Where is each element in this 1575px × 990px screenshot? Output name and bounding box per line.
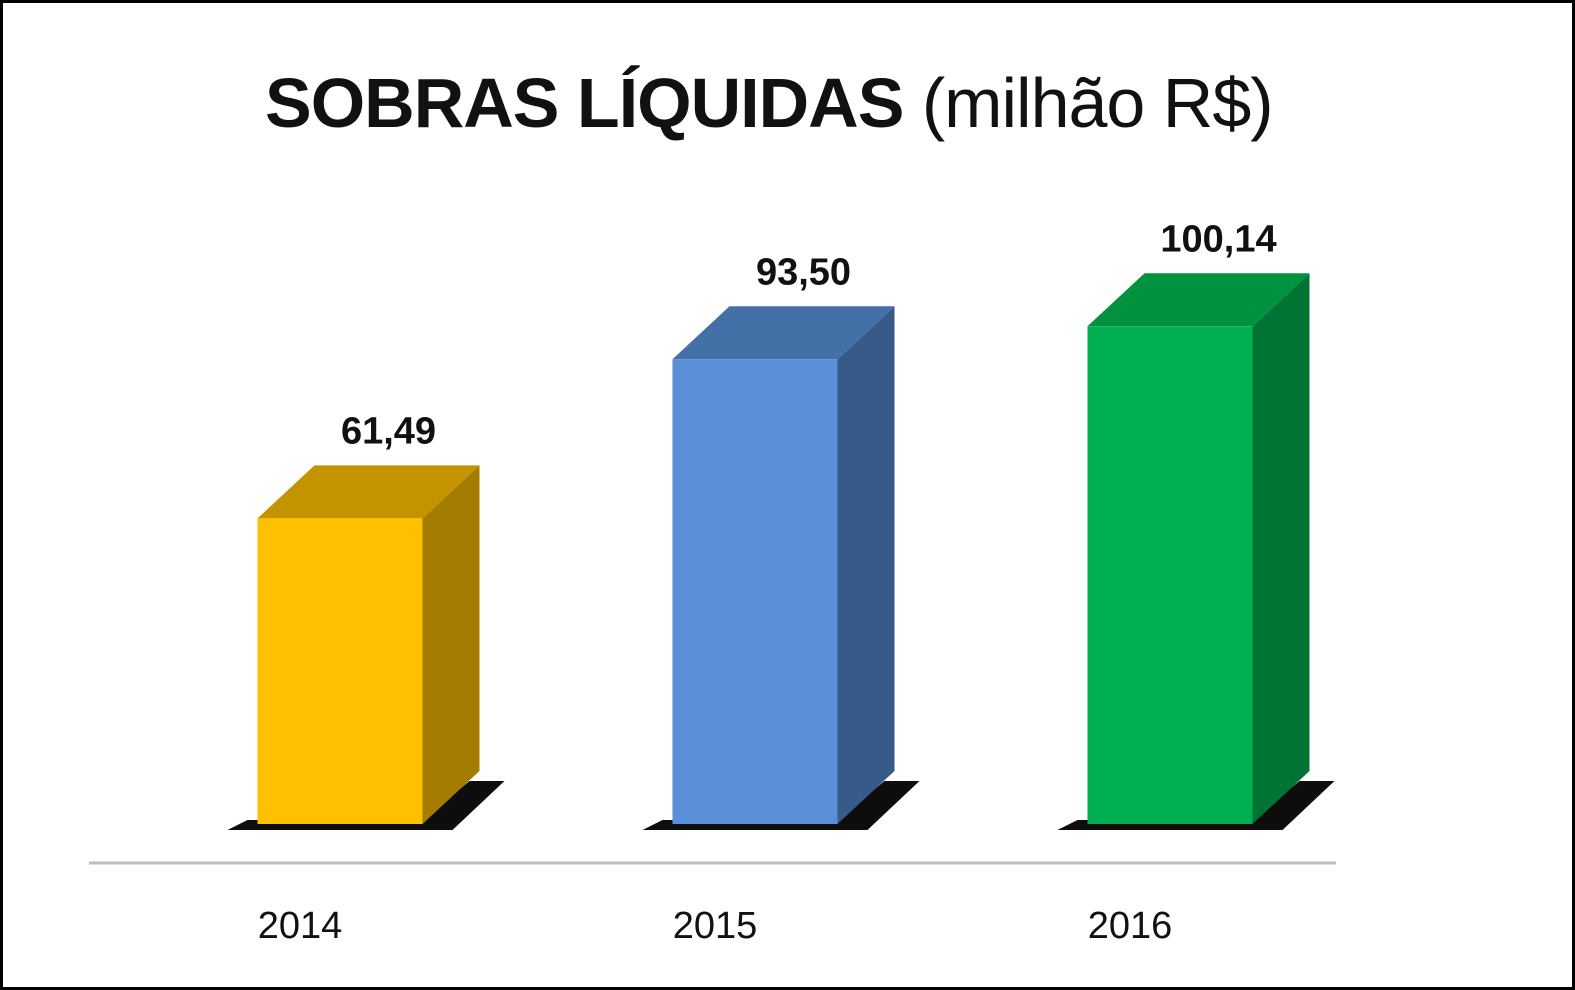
data-label: 93,50	[756, 251, 851, 293]
x-tick-label: 2014	[258, 905, 343, 947]
bar-side	[422, 465, 480, 824]
bar-shadow	[642, 781, 920, 830]
bar-shadow	[227, 781, 505, 830]
bar-chart: 61,49 2014 93,50 2015 100,14 2016	[89, 218, 1336, 947]
chart-title-main: SOBRAS LÍQUIDAS	[265, 64, 904, 142]
data-label: 61,49	[341, 410, 436, 452]
bar	[257, 518, 423, 824]
bar-shadow	[1057, 781, 1335, 830]
bar-side	[837, 306, 895, 824]
chart-title: SOBRAS LÍQUIDAS (milhão R$)	[265, 53, 1274, 153]
bar-side	[1252, 273, 1310, 824]
x-tick-label: 2016	[1088, 905, 1173, 947]
bar-top	[1087, 273, 1310, 327]
bar	[1087, 326, 1253, 824]
bar	[672, 359, 838, 824]
bar-top	[672, 306, 895, 360]
bar-top	[257, 465, 480, 519]
data-label: 100,14	[1160, 218, 1276, 260]
x-tick-label: 2015	[673, 905, 758, 947]
chart-title-unit: (milhão R$)	[921, 64, 1274, 142]
